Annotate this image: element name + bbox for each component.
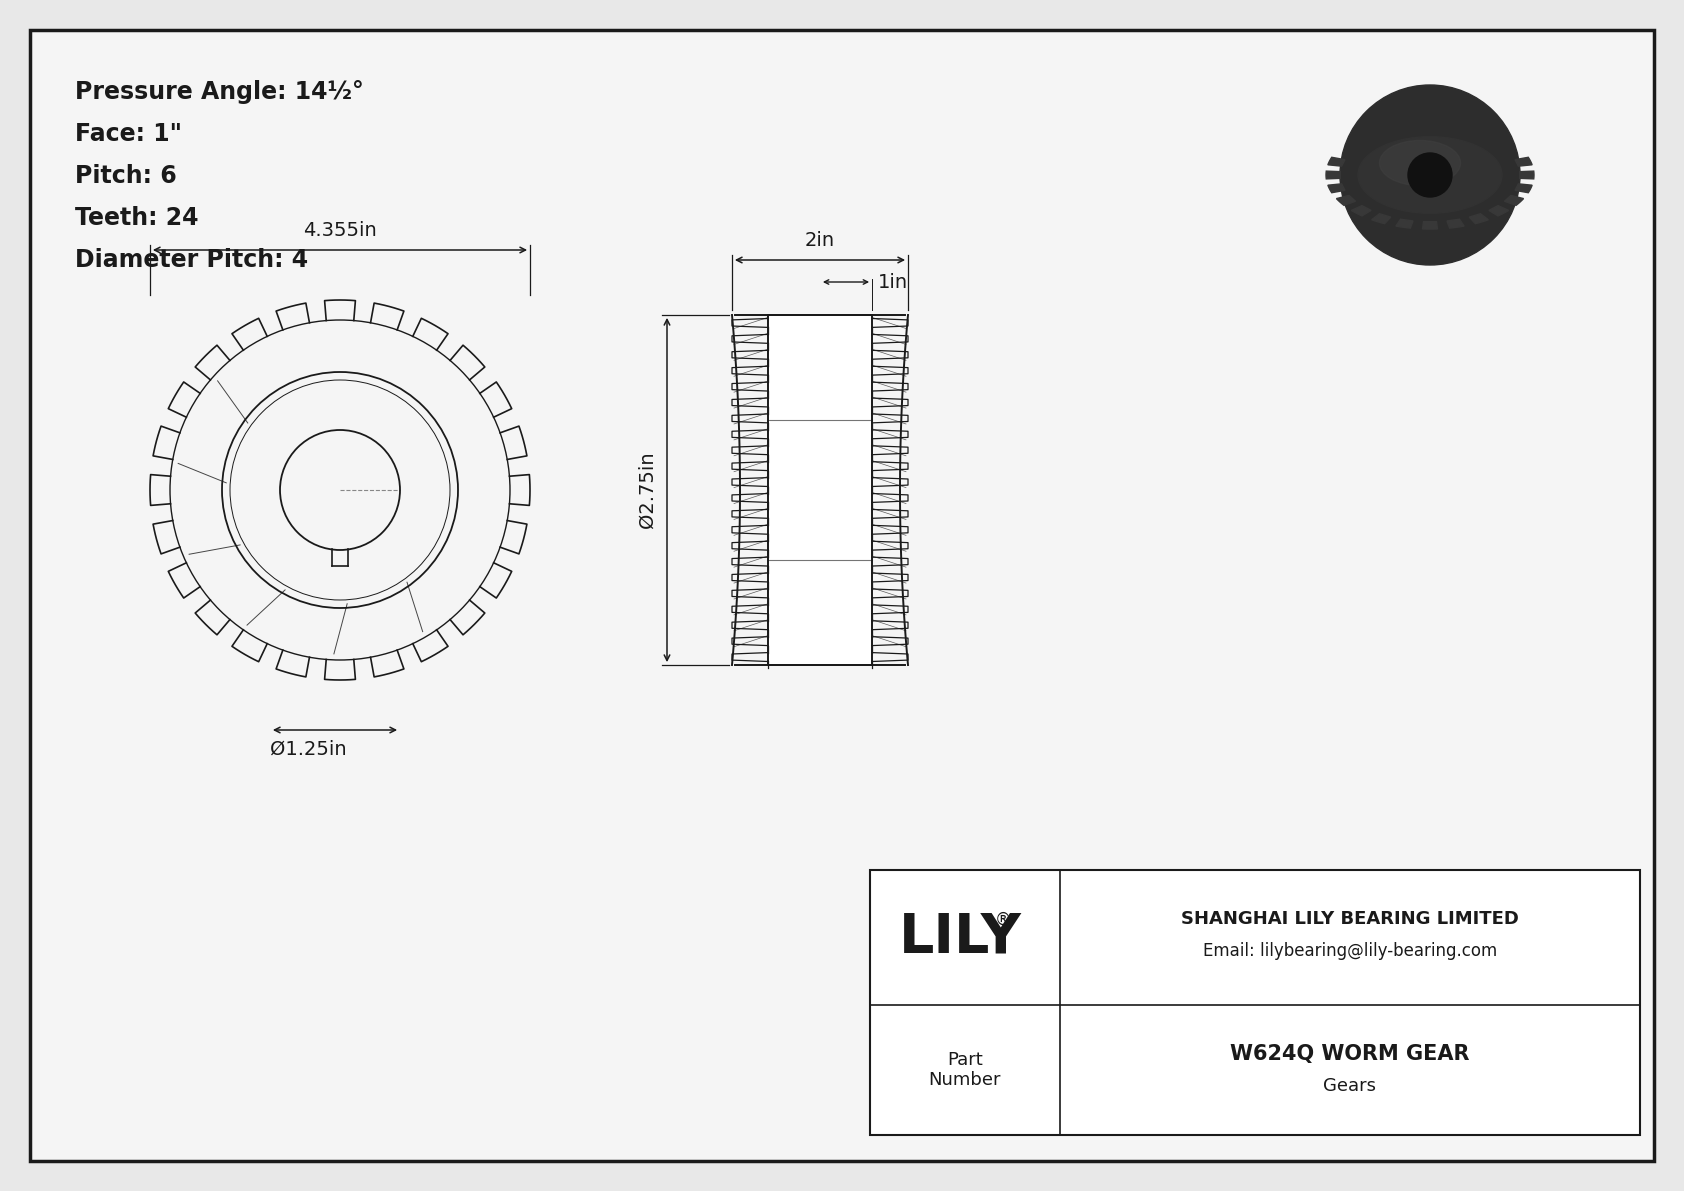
Text: SHANGHAI LILY BEARING LIMITED: SHANGHAI LILY BEARING LIMITED xyxy=(1180,910,1519,929)
Polygon shape xyxy=(1329,157,1346,167)
Text: Part
Number: Part Number xyxy=(930,1050,1002,1090)
Polygon shape xyxy=(1516,183,1532,193)
Text: LILY: LILY xyxy=(899,910,1022,965)
Text: Ø1.25in: Ø1.25in xyxy=(269,740,347,759)
Text: Teeth: 24: Teeth: 24 xyxy=(76,206,199,230)
Ellipse shape xyxy=(1379,141,1460,186)
Polygon shape xyxy=(1519,172,1534,179)
Text: Pitch: 6: Pitch: 6 xyxy=(76,164,177,188)
Polygon shape xyxy=(1489,206,1509,216)
Text: ®: ® xyxy=(995,910,1012,929)
Polygon shape xyxy=(1516,157,1532,167)
Circle shape xyxy=(1408,152,1452,197)
Text: Email: lilybearing@lily-bearing.com: Email: lilybearing@lily-bearing.com xyxy=(1202,942,1497,960)
Circle shape xyxy=(1340,85,1521,266)
Text: Ø2.75in: Ø2.75in xyxy=(638,451,657,529)
Bar xyxy=(768,314,872,665)
Text: W624Q WORM GEAR: W624Q WORM GEAR xyxy=(1231,1045,1470,1064)
Polygon shape xyxy=(1329,183,1346,193)
Text: 2in: 2in xyxy=(805,231,835,250)
Polygon shape xyxy=(1372,213,1391,224)
Text: Diameter Pitch: 4: Diameter Pitch: 4 xyxy=(76,248,308,272)
Polygon shape xyxy=(1468,213,1489,224)
Text: Gears: Gears xyxy=(1324,1077,1376,1095)
Text: 4.355in: 4.355in xyxy=(303,222,377,241)
Polygon shape xyxy=(1337,195,1356,205)
Polygon shape xyxy=(1396,219,1413,229)
Polygon shape xyxy=(1325,172,1340,179)
Polygon shape xyxy=(1447,219,1463,229)
Ellipse shape xyxy=(1357,137,1502,213)
Bar xyxy=(871,869,1640,1135)
Text: Face: 1": Face: 1" xyxy=(76,121,182,146)
Text: Pressure Angle: 14½°: Pressure Angle: 14½° xyxy=(76,80,364,104)
Polygon shape xyxy=(1423,222,1438,229)
Polygon shape xyxy=(1504,195,1524,205)
Polygon shape xyxy=(1351,206,1371,216)
Text: 1in: 1in xyxy=(877,273,908,292)
